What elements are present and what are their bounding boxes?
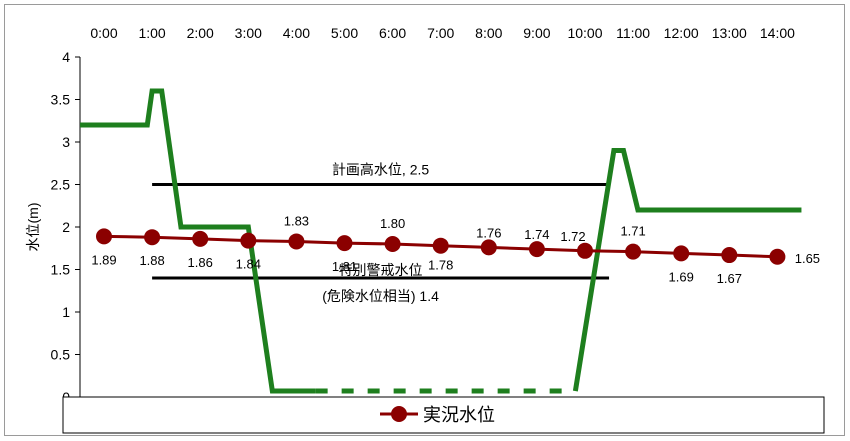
y-tick-label: 0.5 xyxy=(51,347,71,363)
reference-line-label: 計画高水位, 2.5 xyxy=(332,162,429,178)
legend: 実況水位 xyxy=(62,396,825,434)
data-label: 1.69 xyxy=(669,269,694,284)
data-point xyxy=(480,239,497,256)
x-tick-label: 14:00 xyxy=(760,25,795,41)
data-point xyxy=(336,235,353,252)
data-label: 1.89 xyxy=(91,252,116,267)
data-label: 1.76 xyxy=(476,225,501,240)
chart-frame xyxy=(4,4,845,436)
data-label: 1.81 xyxy=(332,259,357,274)
data-point xyxy=(96,228,112,245)
data-point xyxy=(384,236,401,252)
x-tick-label: 13:00 xyxy=(712,25,747,41)
series-group: 1.89 1.88 1.86 1.84 1.83 1.81 1.80 1.78 1.76 1.74… xyxy=(91,213,820,286)
x-tick-label: 12:00 xyxy=(664,25,699,41)
data-label: 1.83 xyxy=(284,213,309,228)
x-tick-label: 2:00 xyxy=(187,25,214,41)
reference-line-label: 特別警戒水位 xyxy=(339,262,423,278)
x-tick-label: 11:00 xyxy=(616,25,650,41)
data-label: 1.88 xyxy=(139,253,164,268)
data-point xyxy=(577,242,593,259)
y-tick-label: 3 xyxy=(62,134,70,150)
data-label: 1.74 xyxy=(524,227,549,242)
data-point xyxy=(240,232,257,249)
x-tick-label: 1:00 xyxy=(138,25,165,41)
y-axis-label: 水位(m) xyxy=(25,203,41,252)
data-point xyxy=(192,230,209,247)
x-tick-label: 7:00 xyxy=(427,25,454,41)
data-point xyxy=(288,233,305,250)
x-tick-label: 0:00 xyxy=(90,25,117,41)
data-label: 1.84 xyxy=(236,257,261,272)
data-point xyxy=(432,237,449,254)
data-point xyxy=(673,245,690,262)
axes: 00.511.522.533.54水位(m)0:001:002:003:004:… xyxy=(25,25,795,405)
data-label: 1.67 xyxy=(717,271,742,286)
y-tick-label: 3.5 xyxy=(51,92,71,108)
y-tick-label: 1.5 xyxy=(51,262,71,278)
y-tick-label: 2.5 xyxy=(51,177,71,193)
data-label: 1.71 xyxy=(620,224,645,239)
y-tick-label: 4 xyxy=(62,49,70,65)
data-label: 1.72 xyxy=(560,229,585,244)
data-point xyxy=(769,248,786,265)
data-label: 1.80 xyxy=(380,216,405,231)
reference-lines: 計画高水位, 2.5 特別警戒水位 (危険水位相当) 1.4 xyxy=(152,162,610,304)
green-line-series xyxy=(80,88,802,394)
reference-line-label: (危険水位相当) 1.4 xyxy=(322,288,439,304)
data-label: 1.65 xyxy=(795,251,820,266)
x-tick-label: 9:00 xyxy=(523,25,550,41)
data-label: 1.78 xyxy=(428,258,453,273)
green-line-segment xyxy=(80,88,316,394)
legend-box xyxy=(62,396,825,434)
legend-label: 実況水位 xyxy=(423,405,495,425)
x-tick-label: 4:00 xyxy=(283,25,310,41)
data-point xyxy=(625,243,642,260)
y-tick-label: 2 xyxy=(62,219,70,235)
data-label: 1.86 xyxy=(188,255,213,270)
data-point xyxy=(721,247,738,264)
x-tick-label: 8:00 xyxy=(475,25,502,41)
y-tick-label: 1 xyxy=(62,304,70,320)
x-tick-label: 5:00 xyxy=(331,25,358,41)
x-tick-label: 10:00 xyxy=(567,25,602,41)
legend-swatch-marker xyxy=(391,406,407,422)
green-line-segment xyxy=(572,148,802,392)
x-tick-label: 3:00 xyxy=(235,25,262,41)
x-tick-label: 6:00 xyxy=(379,25,406,41)
data-point xyxy=(144,229,161,246)
data-point xyxy=(528,241,545,258)
